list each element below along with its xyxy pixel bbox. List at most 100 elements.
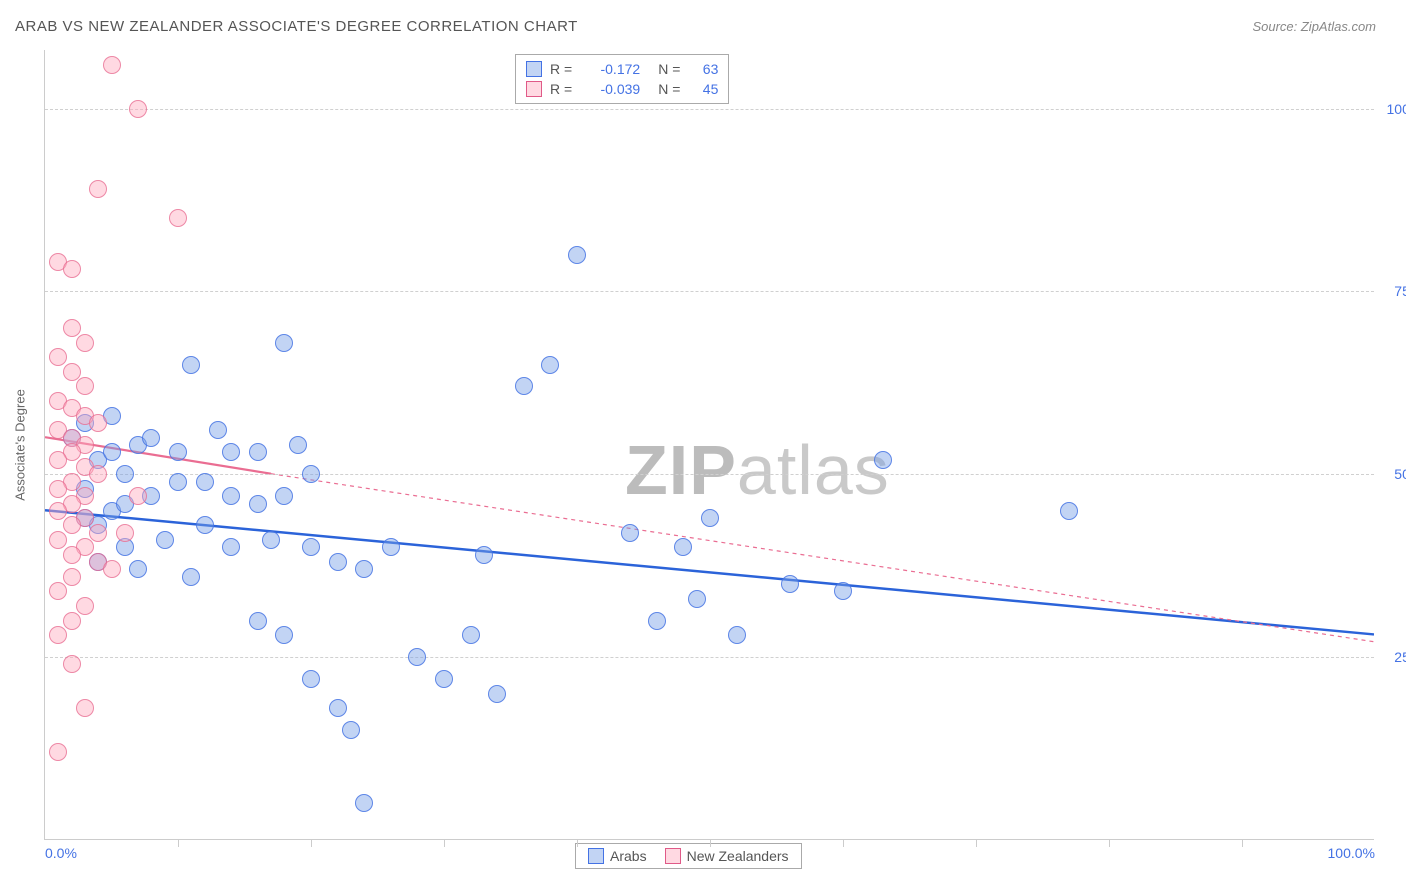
stat-r-value: -0.172 <box>580 61 640 77</box>
data-point <box>621 524 639 542</box>
chart-title: ARAB VS NEW ZEALANDER ASSOCIATE'S DEGREE… <box>15 18 578 35</box>
data-point <box>834 582 852 600</box>
data-point <box>63 363 81 381</box>
data-point <box>435 670 453 688</box>
x-tick <box>710 839 711 847</box>
data-point <box>156 531 174 549</box>
data-point <box>568 246 586 264</box>
data-point <box>116 465 134 483</box>
data-point <box>329 699 347 717</box>
data-point <box>781 575 799 593</box>
stats-row: R =-0.172N =63 <box>526 59 718 79</box>
data-point <box>275 626 293 644</box>
data-point <box>475 546 493 564</box>
data-point <box>249 495 267 513</box>
data-point <box>129 560 147 578</box>
data-point <box>76 334 94 352</box>
data-point <box>262 531 280 549</box>
data-point <box>182 356 200 374</box>
y-tick-label: 100.0% <box>1387 101 1406 117</box>
data-point <box>63 516 81 534</box>
data-point <box>249 443 267 461</box>
data-point <box>63 612 81 630</box>
data-point <box>728 626 746 644</box>
data-point <box>49 582 67 600</box>
data-point <box>674 538 692 556</box>
stat-r-label: R = <box>550 81 572 97</box>
data-point <box>63 546 81 564</box>
legend-swatch <box>588 848 604 864</box>
data-point <box>76 377 94 395</box>
data-point <box>89 465 107 483</box>
data-point <box>169 209 187 227</box>
x-tick <box>1242 839 1243 847</box>
data-point <box>89 524 107 542</box>
data-point <box>462 626 480 644</box>
data-point <box>63 568 81 586</box>
data-point <box>209 421 227 439</box>
data-point <box>169 473 187 491</box>
x-tick-label: 0.0% <box>45 845 77 861</box>
data-point <box>382 538 400 556</box>
data-point <box>342 721 360 739</box>
x-tick <box>843 839 844 847</box>
data-point <box>302 465 320 483</box>
legend-item: New Zealanders <box>665 848 789 864</box>
data-point <box>129 487 147 505</box>
data-point <box>103 443 121 461</box>
y-tick-label: 25.0% <box>1394 649 1406 665</box>
stat-n-value: 63 <box>688 61 718 77</box>
legend-item: Arabs <box>588 848 647 864</box>
stat-n-label: N = <box>658 61 680 77</box>
data-point <box>103 56 121 74</box>
data-point <box>49 451 67 469</box>
data-point <box>355 560 373 578</box>
x-tick <box>178 839 179 847</box>
data-point <box>196 516 214 534</box>
data-point <box>49 626 67 644</box>
x-tick <box>311 839 312 847</box>
legend-swatch <box>665 848 681 864</box>
y-axis-label: Associate's Degree <box>13 389 28 501</box>
stat-n-value: 45 <box>688 81 718 97</box>
data-point <box>515 377 533 395</box>
data-point <box>116 524 134 542</box>
watermark: ZIPatlas <box>625 430 890 510</box>
y-tick-label: 50.0% <box>1394 466 1406 482</box>
data-point <box>408 648 426 666</box>
data-point <box>63 655 81 673</box>
data-point <box>275 487 293 505</box>
data-point <box>142 429 160 447</box>
data-point <box>103 560 121 578</box>
x-tick <box>1109 839 1110 847</box>
data-point <box>89 180 107 198</box>
legend-label: New Zealanders <box>687 848 789 864</box>
series-swatch <box>526 81 542 97</box>
stats-row: R =-0.039N =45 <box>526 79 718 99</box>
data-point <box>49 743 67 761</box>
x-tick <box>577 839 578 847</box>
data-point <box>49 480 67 498</box>
x-tick-label: 100.0% <box>1328 845 1375 861</box>
data-point <box>182 568 200 586</box>
gridline-h <box>45 657 1374 658</box>
plot-area: ZIPatlas R =-0.172N =63R =-0.039N =45 Ar… <box>44 50 1374 840</box>
data-point <box>249 612 267 630</box>
data-point <box>329 553 347 571</box>
data-point <box>302 538 320 556</box>
legend-label: Arabs <box>610 848 647 864</box>
data-point <box>89 414 107 432</box>
source-attribution: Source: ZipAtlas.com <box>1252 19 1376 34</box>
y-tick-label: 75.0% <box>1394 283 1406 299</box>
x-tick <box>976 839 977 847</box>
gridline-h <box>45 474 1374 475</box>
data-point <box>49 348 67 366</box>
series-legend: Arabs New Zealanders <box>575 843 802 869</box>
data-point <box>289 436 307 454</box>
data-point <box>648 612 666 630</box>
data-point <box>49 531 67 549</box>
data-point <box>222 487 240 505</box>
series-swatch <box>526 61 542 77</box>
data-point <box>63 319 81 337</box>
data-point <box>355 794 373 812</box>
